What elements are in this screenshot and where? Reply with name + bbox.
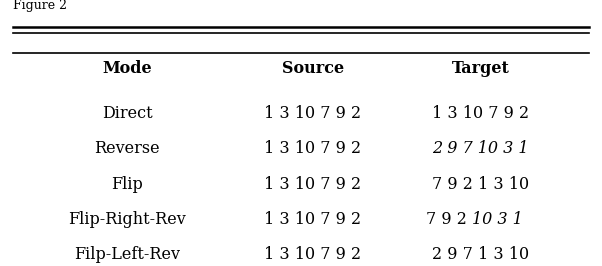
Text: Direct: Direct [102,105,152,122]
Text: Reverse: Reverse [95,140,160,157]
Text: Flip-Right-Rev: Flip-Right-Rev [69,211,186,228]
Text: 2 9 7 1 3 10: 2 9 7 1 3 10 [432,247,529,264]
Text: Source: Source [282,60,344,77]
Text: 10 3 1: 10 3 1 [472,211,523,228]
Text: 1 3 10 7 9 2: 1 3 10 7 9 2 [264,105,362,122]
Text: 7 9 2: 7 9 2 [426,211,472,228]
Text: 1 3 10 7 9 2: 1 3 10 7 9 2 [264,176,362,193]
Text: Target: Target [452,60,510,77]
Text: Figure 2: Figure 2 [13,0,67,12]
Text: 2 9 7 10 3 1: 2 9 7 10 3 1 [432,140,529,157]
Text: Filp-Left-Rev: Filp-Left-Rev [74,247,180,264]
Text: 1 3 10 7 9 2: 1 3 10 7 9 2 [264,211,362,228]
Text: Flip: Flip [111,176,143,193]
Text: 7 9 2 1 3 10: 7 9 2 1 3 10 [432,176,529,193]
Text: 1 3 10 7 9 2: 1 3 10 7 9 2 [432,105,529,122]
Text: Mode: Mode [102,60,152,77]
Text: 1 3 10 7 9 2: 1 3 10 7 9 2 [264,247,362,264]
Text: 1 3 10 7 9 2: 1 3 10 7 9 2 [264,140,362,157]
